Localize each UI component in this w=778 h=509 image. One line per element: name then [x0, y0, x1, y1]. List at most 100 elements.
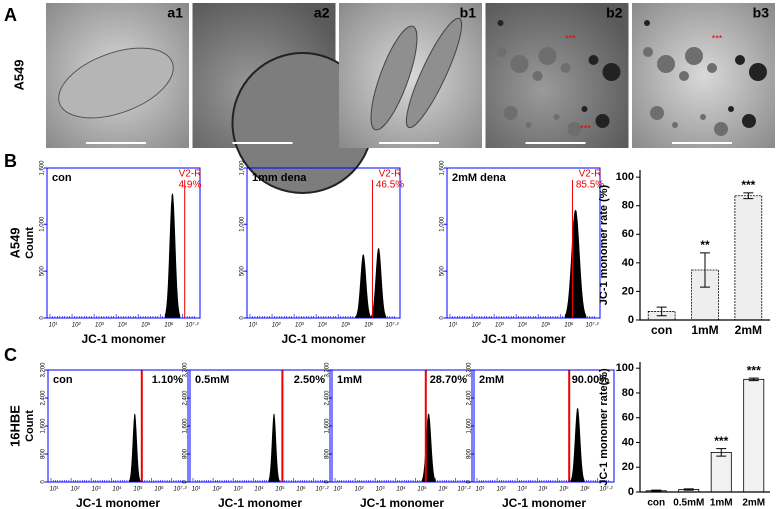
- y-tick-label: 0: [240, 316, 246, 320]
- x-tick-label: 10⁴: [396, 486, 406, 493]
- x-tick-label: 10⁵: [559, 486, 569, 493]
- histogram-panel: 0 800 1,600 2,400 3,200 10¹ 10² 10³ 10⁴ 10⁵ 10⁶ 10⁷…: [467, 362, 615, 509]
- histogram: [332, 413, 472, 482]
- vesicle: [714, 122, 728, 136]
- axes: [639, 170, 770, 321]
- vesicle: [657, 55, 675, 73]
- x-tick-label: 10⁵: [141, 322, 151, 329]
- vesicle: [503, 106, 518, 120]
- y-tick-label: 800: [183, 448, 189, 459]
- histogram-frame: [246, 167, 401, 319]
- histogram-panel: 0 800 1,600 2,400 3,200 10¹ 10² 10³ 10⁴ 10⁵ 10⁶ 10⁷…: [183, 362, 331, 509]
- x-axis-label: JC-1 monomer: [481, 332, 565, 346]
- scale-bar: [379, 142, 439, 144]
- histogram-frame: [331, 369, 473, 483]
- x-tick-label: 10²: [497, 487, 507, 493]
- error-bar: [651, 489, 662, 492]
- scale-bar: [86, 142, 146, 144]
- error-bar: [748, 377, 759, 382]
- x-tick-label: 10¹: [49, 323, 58, 329]
- y-tick-label: 800: [325, 448, 331, 459]
- y-tick-label: 1,600: [183, 418, 189, 434]
- x-tick-label: 10¹: [50, 487, 59, 493]
- x-tick-label: 10⁶: [564, 322, 574, 329]
- panel-label: C: [4, 345, 17, 365]
- x-tick-label: 1mM: [710, 498, 733, 509]
- x-tick-label: 10⁶: [580, 486, 590, 493]
- gate-percent: 85.5%: [576, 180, 604, 191]
- x-tick-label: 10³: [518, 487, 528, 493]
- panel-label: A: [4, 5, 17, 25]
- y-tick-label: 2,400: [467, 390, 473, 406]
- x-axis-label: JC-1 monomer: [218, 496, 302, 509]
- histogram: [247, 247, 400, 318]
- x-tick-label: 2mM: [742, 498, 765, 509]
- x-tick-label: 10⁵: [341, 322, 351, 329]
- vesicle: [538, 47, 557, 65]
- y-tick-label: 1,000: [240, 216, 246, 232]
- x-tick-label: 10⁷·²: [386, 322, 400, 329]
- y-tick-label: 500: [40, 265, 46, 276]
- x-tick-label: 10¹: [334, 487, 343, 493]
- x-tick-label: 10⁶: [438, 486, 448, 493]
- x-tick-label: 10³: [495, 323, 505, 329]
- vesicle: [700, 114, 706, 120]
- significance: **: [700, 238, 710, 252]
- histogram-frame: [446, 167, 601, 319]
- x-tick-label: 10²: [472, 323, 482, 329]
- y-tick-label: 500: [240, 265, 246, 276]
- x-axis-label: JC-1 monomer: [502, 496, 586, 509]
- x-tick-label: 10³: [234, 487, 244, 493]
- bar: [734, 195, 763, 321]
- y-tick-label: 40: [622, 257, 634, 269]
- x-tick-label: 10⁵: [275, 486, 285, 493]
- x-tick-label: 0.5mM: [673, 498, 704, 509]
- x-tick-label: 10⁴: [538, 486, 548, 493]
- histogram: [474, 407, 614, 482]
- y-tick-label: 80: [622, 387, 634, 399]
- vesicle: [749, 63, 767, 81]
- x-tick-label: 10⁶: [164, 322, 174, 329]
- x-tick-label: 1mM: [691, 323, 718, 337]
- gate-percent: 2.50%: [294, 374, 325, 386]
- histogram: [47, 193, 200, 318]
- x-tick-label: 10²: [355, 487, 365, 493]
- vesicle: [553, 114, 560, 120]
- x-tick-label: 10³: [295, 323, 305, 329]
- vesicle: [532, 71, 543, 81]
- x-tick-label: 10⁷·²: [600, 486, 614, 493]
- x-tick-label: 10³: [92, 487, 102, 493]
- scale-bar: [232, 142, 293, 144]
- y-tick-label: 1,600: [240, 160, 246, 176]
- histogram-panel: 0 500 1,000 1,600 10¹ 10² 10³ 10⁴ 10⁵ 10⁶ 10⁷·² 2mM…: [440, 160, 605, 346]
- x-tick-label: 10⁴: [518, 322, 528, 329]
- x-tick-label: 2mM: [735, 323, 762, 337]
- sample-label: 1mM: [337, 374, 362, 386]
- micrograph: b3 ***: [632, 3, 775, 148]
- micrograph: b2 *** ***: [485, 3, 629, 148]
- x-tick-label: 10⁶: [296, 486, 306, 493]
- cell: [58, 47, 174, 119]
- gate-label: V2-R: [379, 169, 402, 180]
- gate-percent: 46.5%: [376, 180, 404, 191]
- cell: [370, 25, 418, 131]
- y-tick-label: 1,600: [467, 418, 473, 434]
- x-tick-label: 10⁷·²: [186, 322, 200, 329]
- x-tick-label: 10²: [272, 323, 282, 329]
- histogram-frame: [189, 369, 331, 483]
- sample-label: con: [52, 172, 72, 184]
- x-tick-label: 10⁶: [154, 486, 164, 493]
- marker: ***: [580, 123, 591, 133]
- x-tick-label: 10⁵: [417, 486, 427, 493]
- x-tick-label: 10⁷·²: [316, 486, 330, 493]
- x-tick-label: 10⁴: [318, 322, 328, 329]
- x-tick-label: 10¹: [476, 487, 485, 493]
- vesicle: [679, 71, 689, 81]
- x-tick-label: 10²: [72, 323, 82, 329]
- y-tick-label: 500: [440, 265, 446, 276]
- y-axis-label: Count: [24, 227, 36, 259]
- vesicle: [728, 106, 734, 112]
- x-tick-label: 10⁷·²: [458, 486, 472, 493]
- histogram-panel: 0 500 1,000 1,600 10¹ 10² 10³ 10⁴ 10⁵ 10⁶ 10⁷·² 1mm…: [240, 160, 405, 346]
- vesicle: [644, 20, 650, 26]
